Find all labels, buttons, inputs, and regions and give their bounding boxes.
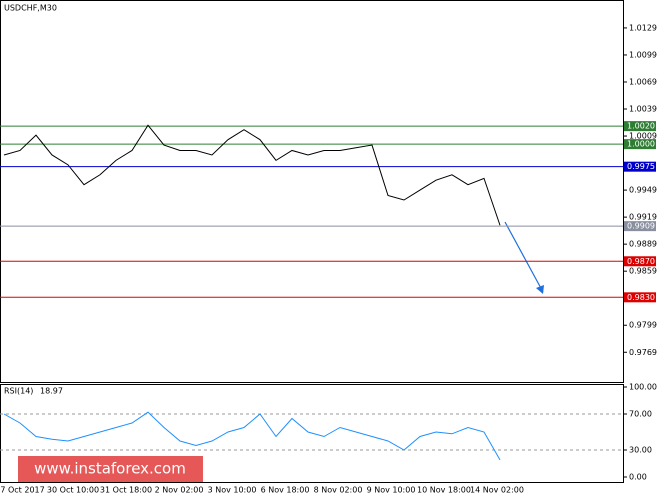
x-tick-label: 27 Oct 2017 [0,486,45,495]
level-label: 1.0000 [627,140,655,149]
y-tick-label: 0.9769 [629,348,657,357]
watermark-box [18,456,203,482]
level-label: 0.9830 [627,293,655,302]
level-label: 0.9870 [627,257,655,266]
level-box [624,161,656,172]
y-tick-label: 1.0129 [629,23,657,32]
level-label: 0.9909 [627,222,655,231]
rsi-panel [0,384,624,483]
y-tick-label: 0.9919 [629,213,657,222]
watermark: www.instaforex.com [34,460,186,478]
level-box [624,292,656,303]
level-box [624,221,656,232]
price-panel [0,0,624,383]
rsi-tick-label: 70.00 [629,410,652,419]
rsi-last: 18.97 [40,387,63,396]
y-tick-label: 1.0069 [629,77,657,86]
level-box [624,121,656,132]
x-tick-label: 9 Nov 10:00 [367,486,416,495]
x-tick-label: 3 Nov 10:00 [208,486,257,495]
rsi-tick-label: 30.00 [629,446,652,455]
y-tick-label: 0.9949 [629,186,657,195]
x-tick-label: 6 Nov 18:00 [261,486,310,495]
y-tick-label: 1.0009 [629,132,657,141]
level-label: 0.9975 [627,162,655,171]
rsi-tick-label: 100.00 [629,383,657,392]
x-tick-label: 10 Nov 18:00 [417,486,471,495]
x-tick-label: 31 Oct 18:00 [100,486,152,495]
y-tick-label: 0.9889 [629,240,657,249]
arrow-head [536,285,544,294]
x-tick-label: 8 Nov 02:00 [314,486,363,495]
chart-title: USDCHF,M30 [4,4,57,13]
price-line [3,124,501,226]
y-tick-label: 0.9859 [629,267,657,276]
y-tick-label: 0.9799 [629,321,657,330]
y-tick-label: 1.0039 [629,105,657,114]
level-box [624,256,656,267]
rsi-tick-label: 0.00 [629,473,647,482]
level-box [624,139,656,150]
rsi-line [3,411,501,461]
rsi-name: RSI(14) [4,387,33,396]
x-tick-label: 30 Oct 10:00 [47,486,99,495]
x-tick-label: 2 Nov 02:00 [155,486,204,495]
x-tick-label: 14 Nov 02:00 [470,486,524,495]
y-tick-label: 1.0099 [629,50,657,59]
level-label: 1.0020 [627,122,655,131]
forecast-arrow [504,221,544,293]
